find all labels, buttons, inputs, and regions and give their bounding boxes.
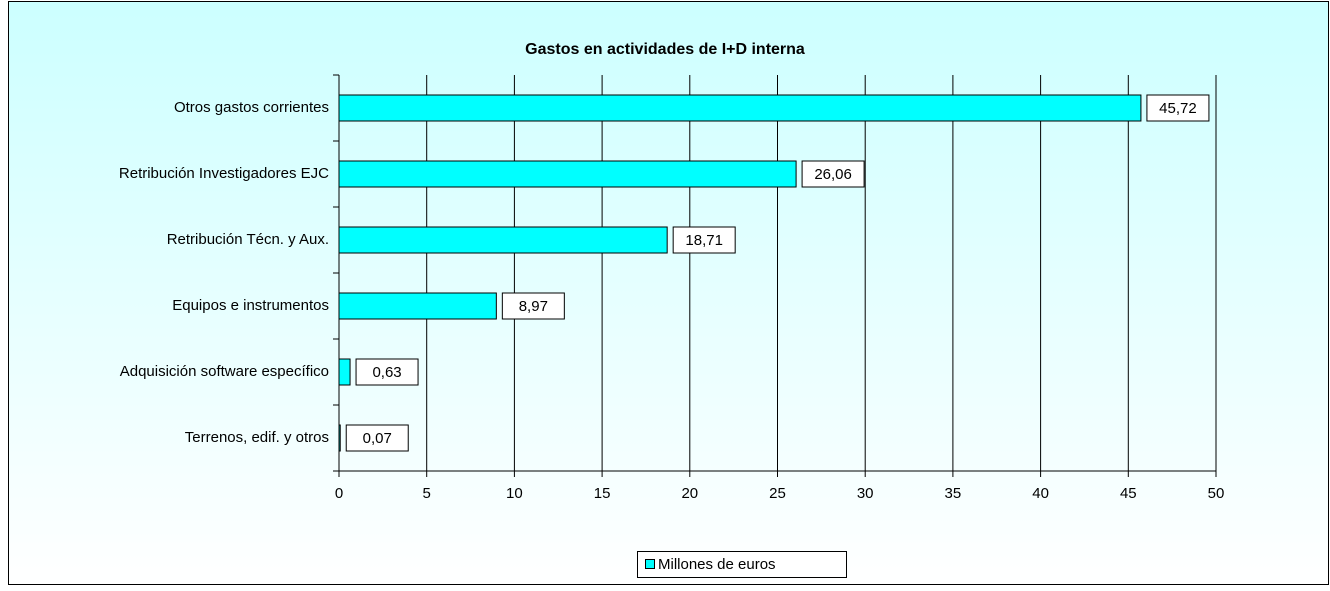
x-tick-label: 20	[681, 485, 698, 502]
y-tick-label: Retribución Técn. y Aux.	[167, 231, 329, 248]
x-tick-label: 10	[506, 485, 523, 502]
x-tick-label: 35	[945, 485, 962, 502]
data-label: 45,72	[1159, 100, 1197, 117]
legend-swatch	[645, 559, 655, 569]
data-label: 0,63	[372, 364, 401, 381]
x-tick-label: 30	[857, 485, 874, 502]
data-label-box	[672, 226, 736, 254]
chart-title: Gastos en actividades de I+D interna	[525, 41, 805, 58]
data-label-box	[501, 292, 565, 320]
data-label: 0,07	[363, 430, 392, 447]
bar	[338, 358, 351, 386]
legend-box	[637, 551, 847, 578]
bar	[338, 292, 497, 320]
bar	[338, 94, 1142, 122]
bar	[338, 424, 341, 452]
x-tick-label: 15	[594, 485, 611, 502]
data-label-box	[345, 424, 409, 452]
x-tick-label: 40	[1032, 485, 1049, 502]
legend-label: Millones de euros	[658, 556, 776, 573]
data-label-box	[1146, 94, 1210, 122]
data-label-box	[801, 160, 865, 188]
data-label-box	[355, 358, 419, 386]
x-tick-label: 45	[1120, 485, 1137, 502]
x-tick-label: 0	[335, 485, 343, 502]
y-tick-label: Equipos e instrumentos	[172, 297, 329, 314]
data-label: 18,71	[685, 232, 723, 249]
y-tick-label: Adquisición software específico	[120, 363, 329, 380]
y-tick-label: Otros gastos corrientes	[174, 99, 329, 116]
x-tick-label: 50	[1208, 485, 1225, 502]
bar	[338, 160, 797, 188]
y-tick-label: Retribución Investigadores EJC	[119, 165, 329, 182]
y-tick-label: Terrenos, edif. y otros	[185, 429, 329, 446]
bar	[338, 226, 668, 254]
x-tick-label: 25	[769, 485, 786, 502]
x-tick-label: 5	[423, 485, 431, 502]
data-label: 26,06	[814, 166, 852, 183]
data-label: 8,97	[519, 298, 548, 315]
